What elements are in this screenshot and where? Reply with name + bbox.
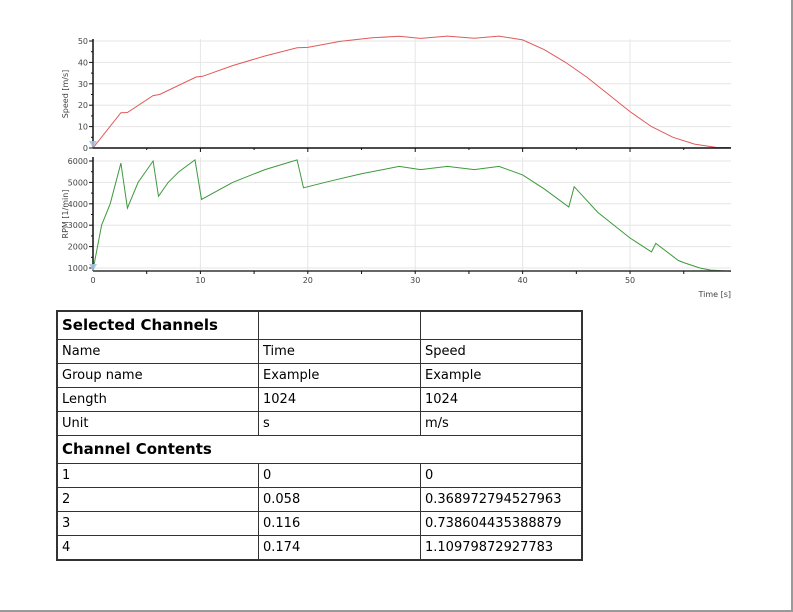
property-value-speed: Example	[420, 363, 583, 388]
header-empty-cell	[258, 310, 421, 340]
rpm-y-ticks: 1000 2000 3000 4000 5000 6000	[68, 157, 93, 273]
x-tick-label: 0	[90, 276, 95, 285]
speed-chart: 0 10 20 30 40 50 Speed [m/s]	[61, 35, 732, 153]
x-tick-label: 40	[518, 276, 528, 285]
content-value-speed: 0.738604435388879	[420, 511, 583, 536]
selected-channels-header: Selected Channels	[56, 310, 259, 340]
rpm-series-line	[92, 159, 732, 272]
speed-gridlines	[93, 39, 731, 148]
content-row: 4 0.174 1.10979872927783	[56, 535, 583, 561]
speed-y-axis-title: Speed [m/s]	[61, 70, 70, 119]
rpm-x-ticks: 0 10 20 30 40 50	[90, 271, 685, 285]
rpm-gridlines	[93, 157, 731, 271]
property-value-time: Example	[258, 363, 421, 388]
selected-channels-header-row: Selected Channels	[56, 310, 583, 340]
speed-y-tick-label: 50	[78, 37, 88, 46]
content-value-time: 0	[258, 463, 421, 488]
channel-contents-header: Channel Contents	[56, 435, 583, 464]
property-row: Length 1024 1024	[56, 387, 583, 412]
property-value-speed: Speed	[420, 339, 583, 364]
speed-y-tick-label: 30	[78, 80, 88, 89]
content-value-time: 0.116	[258, 511, 421, 536]
rpm-y-axis-title: RPM [1/min]	[61, 190, 70, 239]
rpm-y-tick-label: 3000	[68, 221, 88, 230]
content-value-speed: 0.368972794527963	[420, 487, 583, 512]
rpm-y-tick-label: 4000	[68, 200, 88, 209]
speed-cursor-marker-icon[interactable]	[89, 141, 97, 148]
channel-info-table: Selected Channels Name Time Speed Group …	[56, 310, 583, 561]
content-index: 1	[56, 463, 259, 488]
rpm-y-tick-label: 5000	[68, 178, 88, 187]
content-value-speed: 0	[420, 463, 583, 488]
content-index: 2	[56, 487, 259, 512]
property-row: Unit s m/s	[56, 411, 583, 436]
property-value-time: s	[258, 411, 421, 436]
x-tick-label: 10	[195, 276, 205, 285]
property-value-time: Time	[258, 339, 421, 364]
property-row: Name Time Speed	[56, 339, 583, 364]
content-row: 3 0.116 0.738604435388879	[56, 511, 583, 536]
property-label: Unit	[56, 411, 259, 436]
content-index: 4	[56, 535, 259, 561]
channel-contents-header-row: Channel Contents	[56, 435, 583, 464]
x-tick-label: 20	[303, 276, 313, 285]
property-label: Length	[56, 387, 259, 412]
content-index: 3	[56, 511, 259, 536]
content-value-time: 0.174	[258, 535, 421, 561]
property-value-speed: m/s	[420, 411, 583, 436]
speed-y-tick-label: 40	[78, 58, 88, 67]
speed-y-tick-label: 0	[83, 144, 88, 153]
property-value-time: 1024	[258, 387, 421, 412]
content-value-time: 0.058	[258, 487, 421, 512]
rpm-cursor-marker-icon[interactable]	[89, 264, 97, 271]
speed-x-ticks	[146, 148, 685, 152]
property-label: Group name	[56, 363, 259, 388]
x-tick-label: 30	[410, 276, 420, 285]
rpm-chart: 1000 2000 3000 4000 5000 6000 0 10 20 30 40 50 RPM…	[61, 157, 732, 299]
rpm-y-tick-label: 6000	[68, 157, 88, 166]
speed-series-line	[92, 35, 732, 149]
rpm-y-tick-label: 1000	[68, 264, 88, 273]
x-axis-title: Time [s]	[697, 290, 731, 299]
property-label: Name	[56, 339, 259, 364]
content-row: 1 0 0	[56, 463, 583, 488]
x-tick-label: 50	[625, 276, 635, 285]
speed-y-tick-label: 20	[78, 101, 88, 110]
property-row: Group name Example Example	[56, 363, 583, 388]
header-empty-cell	[420, 310, 583, 340]
speed-y-tick-label: 10	[78, 123, 88, 132]
content-row: 2 0.058 0.368972794527963	[56, 487, 583, 512]
speed-y-ticks: 0 10 20 30 40 50	[78, 37, 93, 153]
property-value-speed: 1024	[420, 387, 583, 412]
content-value-speed: 1.10979872927783	[420, 535, 583, 561]
rpm-y-tick-label: 2000	[68, 243, 88, 252]
